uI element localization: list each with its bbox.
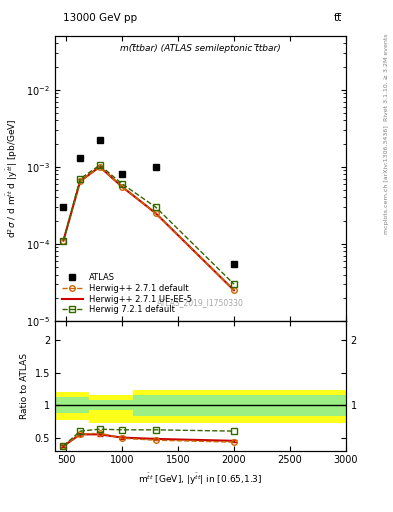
Text: m(t̅tbar) (ATLAS semileptonic t̅tbar): m(t̅tbar) (ATLAS semileptonic t̅tbar): [120, 45, 281, 53]
Herwig 7.2.1 default: [97, 162, 102, 168]
Text: mcplots.cern.ch [arXiv:1306.3436]: mcplots.cern.ch [arXiv:1306.3436]: [384, 125, 389, 233]
Herwig++ 2.7.1 UE-EE-5: [120, 184, 125, 190]
Herwig++ 2.7.1 default: [78, 178, 83, 184]
Herwig++ 2.7.1 UE-EE-5: [231, 287, 236, 293]
Herwig++ 2.7.1 UE-EE-5: [61, 238, 66, 244]
Text: 13000 GeV pp: 13000 GeV pp: [63, 13, 137, 23]
Text: tt̅: tt̅: [334, 13, 342, 23]
Herwig 7.2.1 default: [61, 238, 66, 244]
Herwig++ 2.7.1 UE-EE-5: [78, 178, 83, 184]
Line: Herwig++ 2.7.1 default: Herwig++ 2.7.1 default: [61, 164, 237, 293]
Y-axis label: d$^2\sigma$ / d m$^{\bar{t}t}$ d |y$^{\bar{t}t}$| [pb/GeV]: d$^2\sigma$ / d m$^{\bar{t}t}$ d |y$^{\b…: [5, 119, 20, 238]
Line: Herwig 7.2.1 default: Herwig 7.2.1 default: [61, 162, 237, 287]
Herwig++ 2.7.1 default: [61, 238, 66, 244]
Herwig++ 2.7.1 UE-EE-5: [153, 210, 158, 216]
Text: Rivet 3.1.10, ≥ 3.2M events: Rivet 3.1.10, ≥ 3.2M events: [384, 33, 389, 121]
Herwig 7.2.1 default: [120, 181, 125, 187]
Line: Herwig++ 2.7.1 UE-EE-5: Herwig++ 2.7.1 UE-EE-5: [63, 167, 234, 290]
Herwig++ 2.7.1 UE-EE-5: [97, 164, 102, 170]
ATLAS: [120, 171, 125, 177]
ATLAS: [153, 164, 158, 170]
ATLAS: [61, 204, 66, 210]
Text: ATLAS_2019_I1750330: ATLAS_2019_I1750330: [157, 297, 244, 307]
Herwig++ 2.7.1 default: [231, 287, 236, 293]
Herwig++ 2.7.1 default: [120, 184, 125, 190]
ATLAS: [78, 155, 83, 161]
ATLAS: [97, 137, 102, 143]
Line: ATLAS: ATLAS: [61, 138, 237, 267]
Y-axis label: Ratio to ATLAS: Ratio to ATLAS: [20, 353, 29, 419]
Legend: ATLAS, Herwig++ 2.7.1 default, Herwig++ 2.7.1 UE-EE-5, Herwig 7.2.1 default: ATLAS, Herwig++ 2.7.1 default, Herwig++ …: [59, 271, 195, 317]
Herwig 7.2.1 default: [153, 204, 158, 210]
Herwig++ 2.7.1 default: [153, 210, 158, 216]
Herwig++ 2.7.1 default: [97, 164, 102, 170]
ATLAS: [231, 261, 236, 267]
Herwig 7.2.1 default: [78, 176, 83, 182]
X-axis label: m$^{\bar{t}t}$ [GeV], |y$^{\bar{t}t}$| in [0.65,1.3]: m$^{\bar{t}t}$ [GeV], |y$^{\bar{t}t}$| i…: [138, 471, 263, 487]
Herwig 7.2.1 default: [231, 281, 236, 287]
